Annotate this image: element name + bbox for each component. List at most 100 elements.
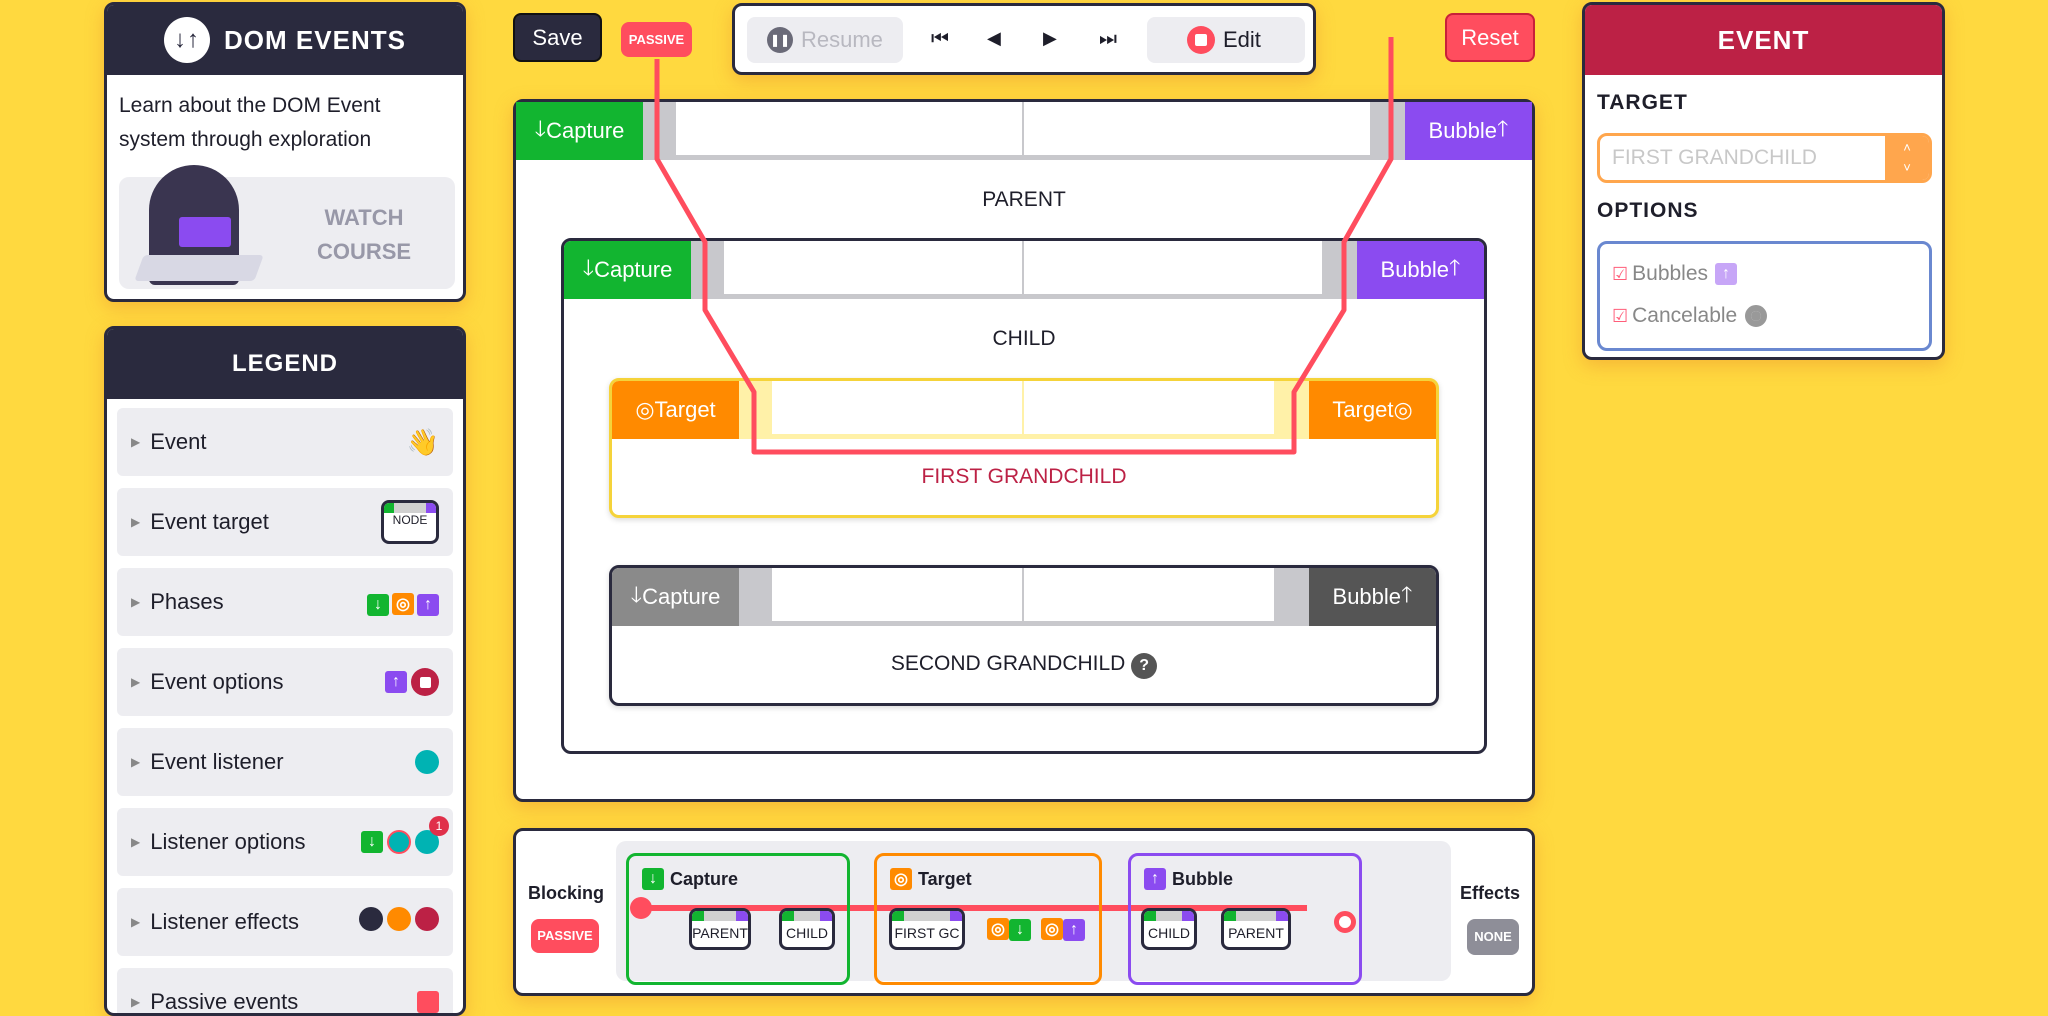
passive-badge[interactable]: PASSIVE (621, 22, 692, 57)
capture-phase-box: ↓ Capture PARENT CHILD (626, 853, 850, 985)
legend-title: LEGEND (107, 329, 463, 399)
target-phase-box: ◎ Target FIRST GC ◎ ↓ ◎ ↑ (874, 853, 1102, 985)
parent-label: PARENT (982, 188, 1066, 211)
legend-item-event[interactable]: ▶ Event 👋 (117, 408, 453, 476)
listener-slot[interactable] (724, 241, 1024, 299)
arrow-up-icon: 🡑 (1401, 582, 1413, 607)
arrow-down-icon: 🡓 (630, 582, 643, 607)
step-back-icon[interactable]: ◀ (987, 28, 1001, 48)
timeline-start-dot (630, 897, 652, 919)
cancelable-icon (1745, 305, 1768, 327)
legend-item-event-listener[interactable]: ▶ Event listener (117, 728, 453, 796)
listener-slot[interactable] (676, 102, 1024, 160)
target-icon: ◎ (635, 397, 655, 422)
child-bubble-label[interactable]: Bubble 🡑 (1357, 241, 1484, 299)
bubble-phase-box: ↑ Bubble CHILD PARENT (1128, 853, 1362, 985)
save-button[interactable]: Save (513, 13, 602, 62)
bubble-text: Bubble (1380, 257, 1450, 282)
target-text: Target (654, 397, 716, 422)
listener-slot[interactable] (1024, 241, 1324, 299)
timeline-node-parent[interactable]: PARENT (689, 908, 751, 950)
arrow-up-icon: 🡑 (1449, 255, 1461, 280)
parent-capture-label[interactable]: 🡓 Capture (516, 102, 643, 160)
waving-hand-icon: 👋 (406, 426, 439, 457)
expand-triangle-icon: ▶ (131, 835, 141, 849)
count-badge: 1 (429, 816, 449, 836)
resume-button[interactable]: ❚❚ Resume (747, 17, 903, 63)
watch-course-label: WATCH COURSE (316, 205, 412, 264)
skip-to-start-icon[interactable]: ⏮ (931, 28, 949, 50)
down-up-arrows-icon: ↓↑ (164, 17, 211, 63)
legend-item-event-options[interactable]: ▶ Event options ↑ (117, 648, 453, 716)
watch-course-button[interactable]: WATCH COURSE (119, 165, 455, 289)
effects-label: Effects (1460, 883, 1521, 903)
legend-item-label: Event options (150, 669, 284, 694)
bubble-phase-icon: ↑ (417, 593, 439, 616)
second-grandchild-listener-row: 🡓 Capture Bubble 🡑 (612, 568, 1436, 626)
step-forward-icon[interactable]: ▶ (1043, 28, 1057, 48)
listener-slot[interactable] (1024, 381, 1276, 439)
skip-to-end-icon[interactable]: ⏭ (1099, 28, 1117, 50)
timeline-node-child[interactable]: CHILD (779, 908, 835, 950)
parent-listener-row: 🡓 Capture Bubble 🡑 (516, 102, 1532, 160)
target-phase-icon: ◎ (392, 592, 414, 615)
bubbles-option[interactable]: ☑ Bubbles ↑ (1612, 262, 1738, 286)
checkbox-checked-icon[interactable]: ☑ (1612, 263, 1629, 284)
event-path (654, 37, 1394, 455)
bubble-text: Bubble (1332, 584, 1402, 609)
expand-triangle-icon: ▶ (131, 915, 141, 929)
second-bubble-label[interactable]: Bubble 🡑 (1309, 568, 1436, 626)
parent-bubble-label[interactable]: Bubble 🡑 (1405, 102, 1532, 160)
prevent-default-icon (387, 907, 411, 931)
event-panel: EVENT TARGET FIRST GRANDCHILD ˄ ˅ OPTIONS… (1582, 2, 1945, 360)
reset-button[interactable]: Reset (1445, 13, 1535, 62)
legend-item-phases[interactable]: ▶ Phases ↓ ◎ ↑ (117, 568, 453, 636)
edit-button[interactable]: Edit (1147, 17, 1305, 63)
options-heading: OPTIONS (1597, 199, 1699, 222)
checkbox-checked-icon[interactable]: ☑ (1612, 305, 1629, 326)
legend-item-label: Event (150, 429, 207, 454)
app-card: ↓↑ DOM EVENTS Learn about the DOM Event … (104, 2, 466, 302)
listener-slot[interactable] (1024, 102, 1372, 160)
timeline-node-parent[interactable]: PARENT (1221, 908, 1291, 950)
expand-triangle-icon: ▶ (131, 515, 141, 529)
target-phase-icon: ◎ (890, 868, 912, 890)
timeline-panel: Blocking PASSIVE ↓ Capture PARENT CHILD ◎… (513, 828, 1535, 996)
app-title: DOM EVENTS (224, 24, 406, 55)
target-heading: TARGET (1597, 91, 1688, 114)
arrow-down-icon: 🡓 (582, 255, 595, 280)
first-grandchild-node[interactable]: ◎ Target Target ◎ FIRST GRANDCHILD (609, 378, 1439, 518)
blocking-label: Blocking (528, 883, 605, 903)
timeline-track: ↓ Capture PARENT CHILD ◎ Target FIRST GC ◎… (616, 841, 1451, 985)
legend-item-event-target[interactable]: ▶ Event target NODE (117, 488, 453, 556)
stop-icon (1187, 26, 1215, 54)
target-label-right[interactable]: Target ◎ (1309, 381, 1436, 439)
target-select[interactable]: FIRST GRANDCHILD ˄ ˅ (1597, 133, 1932, 183)
legend-item-listener-options[interactable]: ▶ Listener options ↓ 1 (117, 808, 453, 876)
legend-item-listener-effects[interactable]: ▶ Listener effects (117, 888, 453, 956)
cancelable-option[interactable]: ☑ Cancelable (1612, 304, 1768, 328)
child-capture-label[interactable]: 🡓 Capture (564, 241, 691, 299)
pause-icon: ❚❚ (767, 27, 793, 53)
listener-slot[interactable] (772, 381, 1024, 439)
target-select-value: FIRST GRANDCHILD (1612, 146, 1817, 169)
passive-listener-icon (387, 830, 411, 854)
listener-slot[interactable] (772, 568, 1024, 626)
capture-text: Capture (642, 584, 721, 609)
expand-triangle-icon: ▶ (131, 755, 141, 769)
timeline-node-first-gc[interactable]: FIRST GC (889, 908, 965, 950)
second-grandchild-node[interactable]: 🡓 Capture Bubble 🡑 SECOND GRANDCHILD ? (609, 565, 1439, 706)
help-icon[interactable]: ? (1131, 653, 1158, 679)
target-label-left[interactable]: ◎ Target (612, 381, 739, 439)
event-title: EVENT (1585, 5, 1942, 75)
listener-slot[interactable] (1024, 568, 1276, 626)
app-description: Learn about the DOM Event system through… (119, 94, 381, 151)
stop-propagation-icon (359, 907, 383, 931)
target-text: Target (1332, 397, 1394, 422)
second-capture-label[interactable]: 🡓 Capture (612, 568, 739, 626)
capture-option-icon: ↓ (361, 831, 383, 853)
arrow-down-icon: 🡓 (534, 116, 547, 141)
timeline-node-child[interactable]: CHILD (1141, 908, 1197, 950)
expand-triangle-icon: ▶ (131, 435, 141, 449)
